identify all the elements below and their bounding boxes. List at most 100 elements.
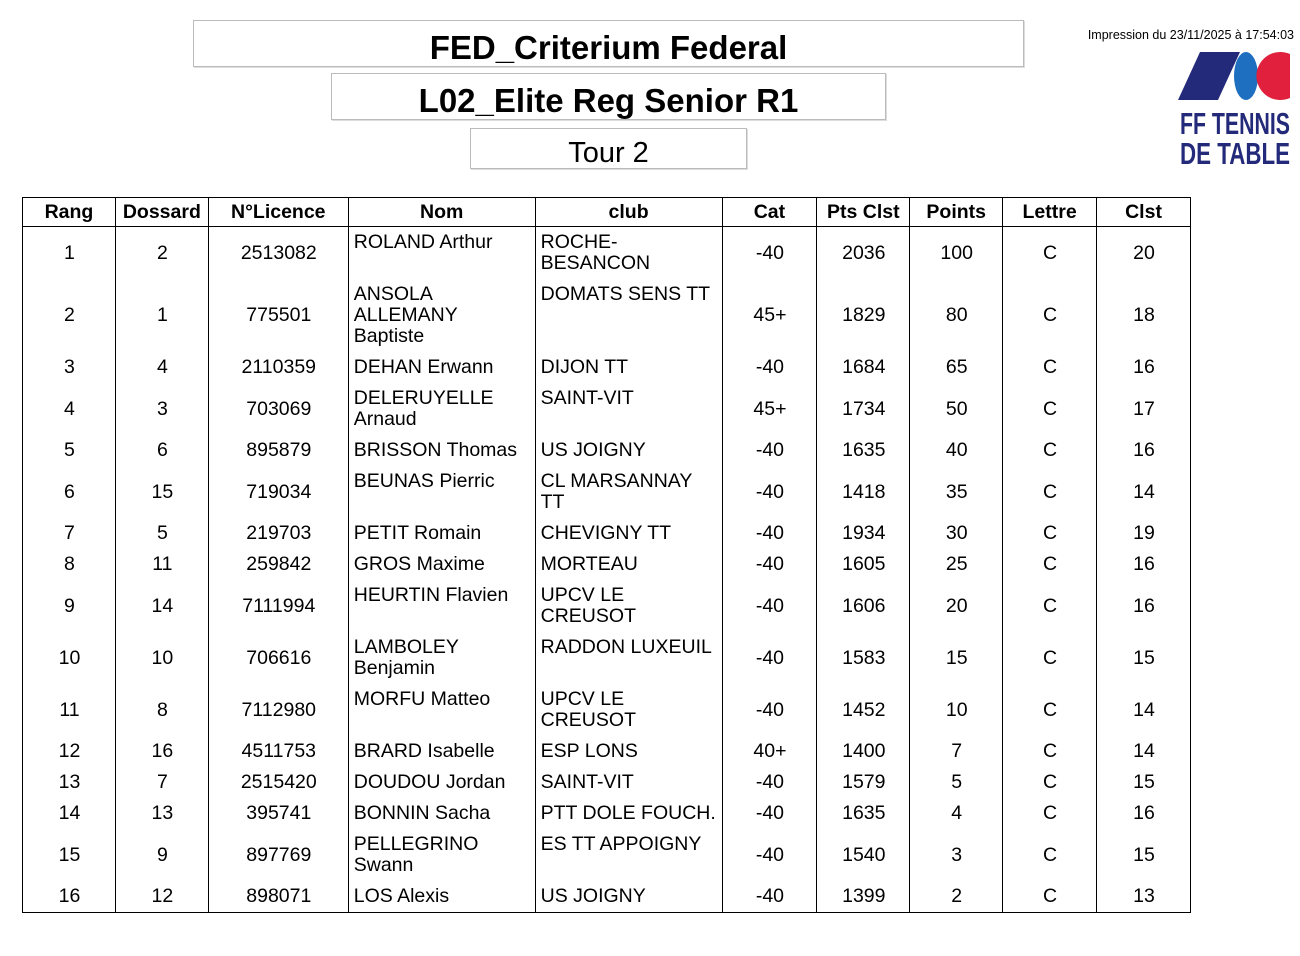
cell-name: BONNIN Sacha bbox=[347, 798, 536, 829]
cell-rank: 11 bbox=[59, 698, 80, 721]
fftt-logo: FF TENNIS DE TABLE bbox=[1178, 52, 1290, 167]
cell-points: 100 bbox=[909, 226, 1003, 279]
cell-name: PETIT Romain bbox=[347, 518, 536, 549]
division-title: L02_Elite Reg Senior R1 bbox=[331, 73, 886, 120]
cell-name: DOUDOU Jordan bbox=[347, 767, 536, 798]
table-row: 10 10 706616 LAMBOLEY Benjamin RADDON LUXEUI… bbox=[23, 632, 1191, 684]
cell-points: 65 bbox=[909, 352, 1003, 383]
cell-ranking-points: 1606 bbox=[816, 580, 910, 632]
cell-ranking-points: 1635 bbox=[816, 435, 910, 466]
cell-points: 15 bbox=[909, 632, 1003, 684]
cell-ranking-points: 1540 bbox=[816, 829, 910, 881]
cell-points: 30 bbox=[909, 518, 1003, 549]
cell-name: DEHAN Erwann bbox=[347, 352, 536, 383]
cell-ranking-points: 2036 bbox=[816, 226, 910, 279]
cell-points: 40 bbox=[909, 435, 1003, 466]
cell-club: ESP LONS bbox=[534, 736, 722, 767]
cell-bib: 9 bbox=[114, 829, 209, 881]
results-table: Rang Dossard N°Licence Nom club Cat Pts Clst Po… bbox=[22, 197, 1191, 913]
column-header-letter: Lettre bbox=[1002, 197, 1097, 227]
cell-licence: 897769 bbox=[207, 829, 349, 881]
cell-category: -40 bbox=[721, 518, 817, 549]
cell-club: ROCHE-BESANCON bbox=[534, 226, 722, 279]
cell-bib: 5 bbox=[114, 518, 209, 549]
cell-class: 16 bbox=[1096, 798, 1191, 829]
cell-points: 80 bbox=[909, 279, 1003, 352]
cell-points: 5 bbox=[909, 767, 1003, 798]
cell-category: -40 bbox=[721, 767, 817, 798]
cell-name: BRARD Isabelle bbox=[347, 736, 536, 767]
cell-points: 3 bbox=[909, 829, 1003, 881]
cell-club: SAINT-VIT bbox=[534, 767, 722, 798]
competition-title: FED_Criterium Federal bbox=[193, 20, 1024, 67]
cell-bib: 16 bbox=[114, 736, 209, 767]
cell-ranking-points: 1583 bbox=[816, 632, 910, 684]
table-row: 9 14 7111994 HEURTIN Flavien UPCV LE CREUSOT… bbox=[23, 580, 1191, 632]
cell-class: 15 bbox=[1096, 829, 1191, 881]
table-row: 1 2 2513082 ROLAND Arthur ROCHE-BESANCON -40 2… bbox=[23, 226, 1191, 279]
cell-letter: C bbox=[1002, 435, 1097, 466]
cell-bib: 1 bbox=[114, 279, 209, 352]
cell-name: ANSOLA ALLEMANY Baptiste bbox=[347, 279, 536, 352]
print-date: Impression du 23/11/2025 à 17:54:03 bbox=[1087, 28, 1294, 42]
cell-licence: 719034 bbox=[207, 466, 349, 518]
cell-bib: 4 bbox=[114, 352, 209, 383]
cell-licence: 775501 bbox=[207, 279, 349, 352]
cell-class: 16 bbox=[1096, 352, 1191, 383]
svg-text:DE TABLE: DE TABLE bbox=[1180, 136, 1290, 167]
column-header-licence: N°Licence bbox=[207, 197, 349, 227]
cell-name: BRISSON Thomas bbox=[347, 435, 536, 466]
cell-letter: C bbox=[1002, 767, 1097, 798]
cell-letter: C bbox=[1002, 383, 1097, 435]
cell-name: BEUNAS Pierric bbox=[347, 466, 536, 518]
column-header-category: Cat bbox=[721, 197, 817, 227]
cell-club: PTT DOLE FOUCH. bbox=[534, 798, 722, 829]
cell-name: PELLEGRINO Swann bbox=[347, 829, 536, 881]
cell-rank: 12 bbox=[58, 740, 81, 762]
cell-category: -40 bbox=[721, 580, 817, 632]
round-title: Tour 2 bbox=[470, 128, 747, 169]
cell-class: 19 bbox=[1096, 518, 1191, 549]
cell-points: 10 bbox=[909, 684, 1003, 736]
cell-ranking-points: 1684 bbox=[816, 352, 910, 383]
cell-class: 16 bbox=[1096, 435, 1191, 466]
cell-name: GROS Maxime bbox=[347, 549, 536, 580]
cell-licence: 2110359 bbox=[207, 352, 349, 383]
cell-ranking-points: 1400 bbox=[816, 736, 910, 767]
cell-rank: 1 bbox=[64, 241, 75, 264]
cell-licence: 2513082 bbox=[207, 226, 349, 279]
cell-licence: 703069 bbox=[207, 383, 349, 435]
cell-club: UPCV LE CREUSOT bbox=[534, 580, 722, 632]
cell-rank: 14 bbox=[58, 802, 81, 824]
cell-category: 45+ bbox=[721, 383, 817, 435]
cell-class: 20 bbox=[1096, 226, 1191, 279]
cell-bib: 6 bbox=[114, 435, 209, 466]
cell-club: UPCV LE CREUSOT bbox=[534, 684, 722, 736]
cell-class: 16 bbox=[1096, 580, 1191, 632]
cell-letter: C bbox=[1002, 684, 1097, 736]
cell-letter: C bbox=[1002, 466, 1097, 518]
cell-letter: C bbox=[1002, 580, 1097, 632]
cell-rank: 9 bbox=[64, 594, 75, 617]
table-row: 13 7 2515420 DOUDOU Jordan SAINT-VIT -40 1579 5… bbox=[23, 767, 1191, 798]
cell-letter: C bbox=[1002, 226, 1097, 279]
cell-category: -40 bbox=[721, 435, 817, 466]
column-header-points: Points bbox=[909, 197, 1003, 227]
cell-letter: C bbox=[1002, 632, 1097, 684]
cell-ranking-points: 1934 bbox=[816, 518, 910, 549]
cell-category: -40 bbox=[721, 466, 817, 518]
cell-category: -40 bbox=[721, 798, 817, 829]
cell-bib: 12 bbox=[114, 881, 209, 913]
cell-club: DIJON TT bbox=[534, 352, 722, 383]
cell-bib: 13 bbox=[114, 798, 209, 829]
column-header-rank: Rang bbox=[22, 197, 116, 227]
cell-class: 15 bbox=[1096, 767, 1191, 798]
cell-points: 50 bbox=[909, 383, 1003, 435]
cell-club: CHEVIGNY TT bbox=[534, 518, 722, 549]
cell-ranking-points: 1399 bbox=[816, 881, 910, 913]
cell-rank: 7 bbox=[64, 522, 75, 544]
cell-points: 25 bbox=[909, 549, 1003, 580]
cell-category: -40 bbox=[721, 352, 817, 383]
table-row: 4 3 703069 DELERUYELLE Arnaud SAINT-VIT 45+ 17… bbox=[23, 383, 1191, 435]
svg-text:FF TENNIS: FF TENNIS bbox=[1180, 106, 1290, 141]
